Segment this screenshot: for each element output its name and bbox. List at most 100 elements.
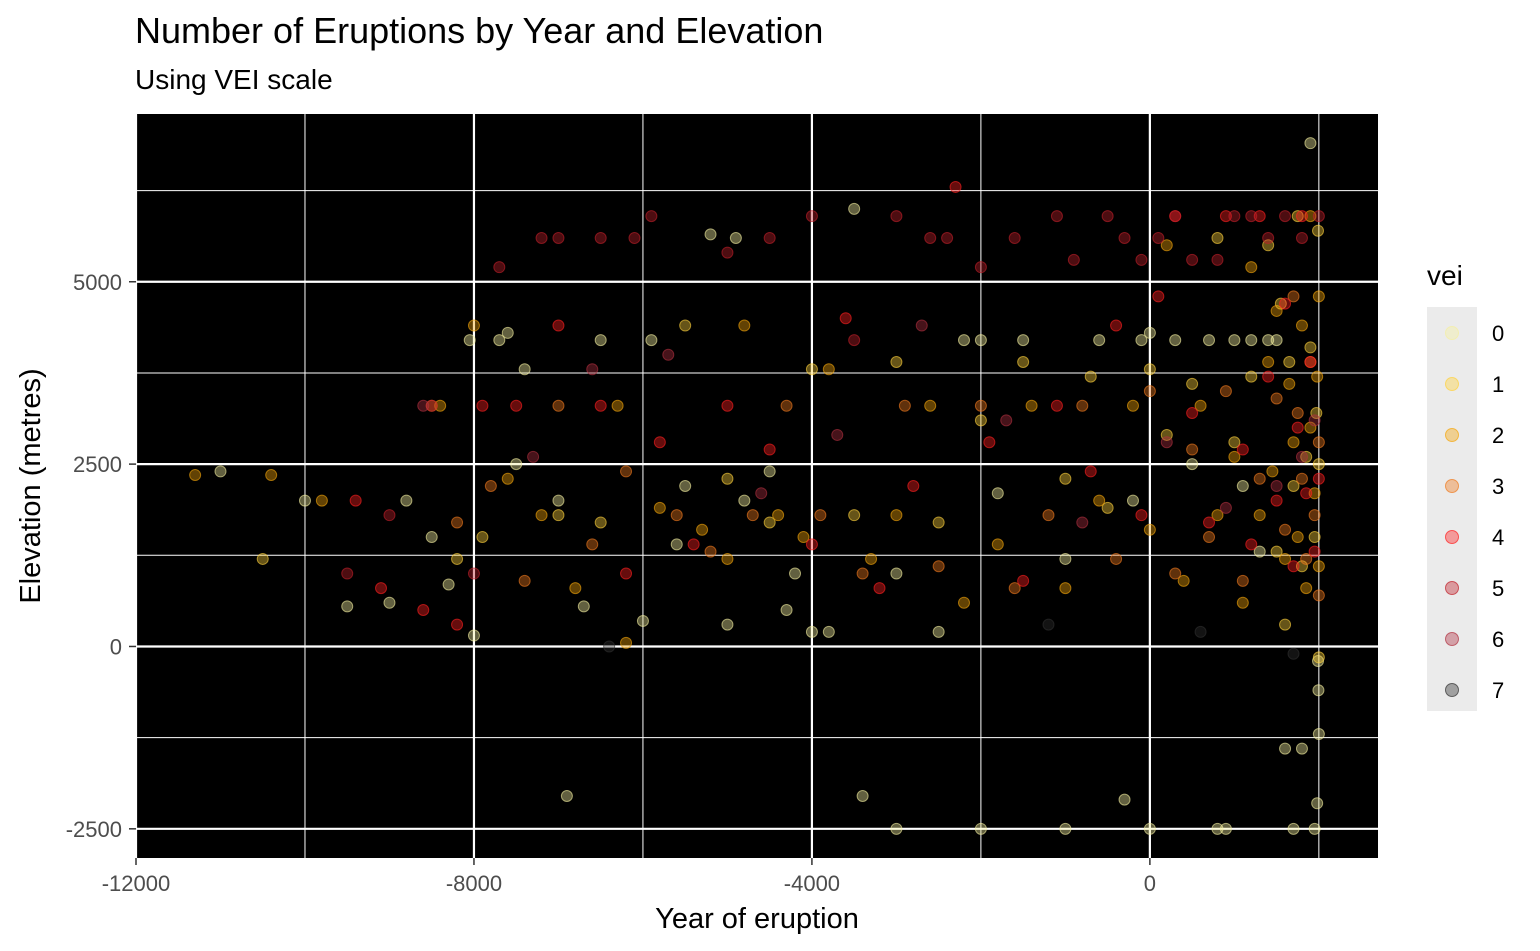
- data-point-vei-0: [442, 578, 455, 591]
- data-point-vei-0: [1304, 137, 1317, 150]
- data-point-vei-5: [848, 334, 861, 347]
- data-point-vei-0: [1245, 334, 1258, 347]
- data-point-vei-0: [1059, 552, 1072, 565]
- data-point-vei-2: [1270, 304, 1283, 317]
- data-point-vei-0: [1118, 793, 1131, 806]
- data-point-vei-0: [1059, 822, 1072, 835]
- data-point-vei-2: [1126, 399, 1139, 412]
- data-point-vei-2: [265, 469, 278, 482]
- x-tick-label: -12000: [102, 871, 171, 896]
- legend-key-vei-4: [1445, 530, 1459, 544]
- data-point-vei-4: [417, 604, 430, 616]
- data-point-vei-2: [569, 582, 582, 595]
- data-point-vei-0: [890, 567, 903, 580]
- data-point-vei-2: [1211, 509, 1224, 522]
- legend-label-vei-1: 1: [1492, 372, 1504, 397]
- data-point-vei-1: [805, 363, 818, 376]
- data-point-vei-2: [1143, 523, 1156, 536]
- data-point-vei-5: [1228, 210, 1241, 223]
- data-point-vei-0: [501, 326, 514, 339]
- data-point-vei-3: [586, 538, 599, 551]
- data-point-vei-1: [1312, 651, 1325, 664]
- data-point-vei-1: [974, 414, 987, 427]
- legend: vei 0 1 2 3 4 5 6 7: [1427, 260, 1504, 711]
- data-point-vei-4: [1135, 509, 1148, 522]
- data-point-vei-3: [1076, 399, 1089, 412]
- data-point-vei-5: [763, 232, 776, 244]
- data-point-vei-0: [510, 458, 523, 471]
- data-point-vei-0: [560, 790, 573, 802]
- data-point-vei-4: [552, 319, 565, 332]
- y-tick-label: -2500: [66, 817, 122, 842]
- data-point-vei-3: [814, 509, 827, 522]
- data-point-vei-2: [189, 469, 202, 482]
- data-point-vei-3: [1300, 552, 1313, 565]
- data-point-vei-0: [1262, 334, 1275, 347]
- data-point-vei-5: [493, 261, 506, 274]
- data-point-vei-2: [1253, 509, 1266, 522]
- data-point-vei-2: [696, 523, 709, 536]
- data-point-vei-2: [1262, 356, 1275, 368]
- data-point-vei-5: [1295, 232, 1308, 244]
- data-point-vei-3: [1219, 385, 1232, 398]
- data-point-vei-3: [1295, 472, 1308, 485]
- data-point-vei-3: [670, 509, 683, 522]
- data-point-vei-0: [1169, 334, 1182, 347]
- data-point-vei-5: [1211, 253, 1224, 266]
- data-point-vei-4: [1253, 210, 1266, 223]
- data-point-vei-2: [653, 501, 666, 514]
- data-point-vei-5: [924, 232, 937, 244]
- data-point-vei-1: [1308, 531, 1321, 544]
- data-point-vei-0: [594, 334, 607, 347]
- data-point-vei-5: [1050, 210, 1063, 223]
- data-point-vei-1: [1310, 407, 1323, 420]
- legend-key-vei-3: [1445, 479, 1459, 493]
- data-point-vei-4: [1236, 443, 1249, 456]
- data-point-vei-0: [1017, 334, 1030, 347]
- data-point-vei-4: [687, 538, 700, 551]
- data-point-vei-1: [1295, 560, 1308, 573]
- data-point-vei-2: [1059, 582, 1072, 595]
- data-point-vei-0: [1270, 334, 1283, 347]
- data-point-vei-5: [1245, 210, 1258, 223]
- data-point-vei-0: [974, 822, 987, 835]
- data-point-vei-4: [1152, 290, 1165, 303]
- data-point-vei-3: [1143, 385, 1156, 398]
- data-point-vei-2: [434, 399, 447, 412]
- data-point-vei-5: [805, 210, 818, 223]
- data-point-vei-2: [1266, 465, 1279, 478]
- legend-key-background: [1427, 307, 1477, 711]
- data-point-vei-2: [1304, 210, 1317, 223]
- data-point-vei-2: [772, 509, 785, 522]
- minor-gridlines: [136, 114, 1378, 858]
- data-point-vei-1: [721, 472, 734, 485]
- data-point-vei-4: [1291, 421, 1304, 434]
- data-point-vei-4: [949, 180, 962, 193]
- data-point-vei-1: [848, 509, 861, 522]
- data-point-vei-1: [1143, 363, 1156, 376]
- data-point-vei-2: [501, 472, 514, 485]
- legend-key-vei-7: [1445, 683, 1459, 697]
- y-axis-ticks: -2500 0 2500 5000: [66, 270, 136, 842]
- data-point-vei-6: [662, 348, 675, 361]
- data-point-vei-0: [1126, 494, 1139, 507]
- data-point-vei-3: [1110, 552, 1123, 565]
- legend-label-vei-6: 6: [1492, 627, 1504, 652]
- data-point-vei-2: [1311, 370, 1324, 383]
- data-point-vei-3: [898, 399, 911, 412]
- data-point-vei-1: [1228, 436, 1241, 449]
- data-point-vei-5: [383, 509, 396, 522]
- data-point-vei-5: [425, 399, 438, 412]
- data-point-vei-5: [341, 567, 354, 580]
- data-point-vei-0: [1312, 684, 1325, 697]
- data-point-vei-6: [1308, 414, 1321, 427]
- data-point-vei-2: [1279, 552, 1292, 565]
- data-point-vei-4: [1287, 560, 1300, 573]
- legend-label-vei-2: 2: [1492, 423, 1504, 448]
- data-point-vei-5: [1101, 210, 1114, 223]
- data-point-vei-1: [763, 516, 776, 529]
- data-point-vei-0: [636, 614, 649, 627]
- x-axis-ticks: -12000 -8000 -4000 0: [102, 858, 1156, 896]
- data-point-vei-5: [1312, 210, 1325, 223]
- data-point-vei-0: [991, 487, 1004, 500]
